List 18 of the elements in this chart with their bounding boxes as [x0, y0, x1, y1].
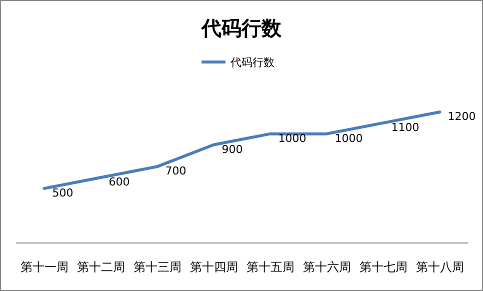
x-tick-label: 第十一周	[20, 260, 68, 274]
x-tick-label: 第十三周	[133, 260, 182, 274]
data-label: 700	[165, 164, 186, 178]
data-label: 600	[108, 176, 130, 188]
data-label: 1100	[391, 120, 420, 134]
x-tick-label: 第十六周	[302, 260, 351, 274]
data-label: 1000	[278, 132, 306, 145]
chart-title: 代码行数	[200, 16, 282, 40]
data-label: 900	[222, 142, 243, 156]
x-tick-label: 第十五周	[246, 260, 294, 274]
data-label: 1000	[334, 132, 363, 145]
data-label: 1200	[448, 110, 476, 123]
x-tick-label: 第十八周	[416, 260, 464, 274]
data-label: 500	[52, 186, 74, 200]
x-tick-label: 第十七周	[359, 260, 408, 274]
x-tick-label: 第十四周	[190, 260, 238, 274]
legend-label: 代码行数	[230, 56, 274, 69]
x-tick-label: 第十二周	[76, 260, 125, 274]
